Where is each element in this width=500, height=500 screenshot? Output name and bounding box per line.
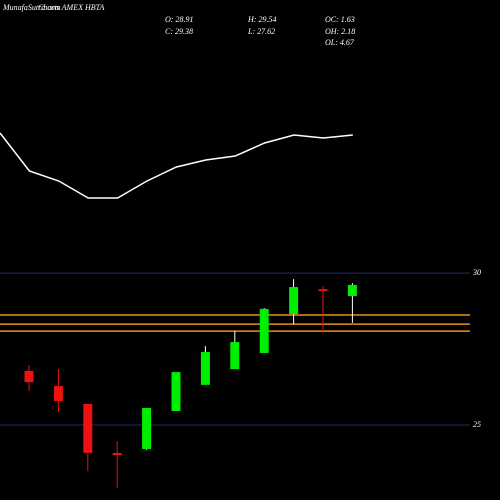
candle-body — [171, 372, 181, 411]
indicator-line — [0, 132, 353, 199]
candle-body — [53, 386, 63, 401]
y-tick-label: 30 — [472, 268, 481, 277]
candle-body — [24, 370, 34, 383]
stat: H: 29.54 — [247, 15, 276, 24]
stat: C: 29.38 — [165, 27, 193, 36]
candle-body — [83, 404, 93, 453]
stat: OH: 2.18 — [325, 27, 355, 36]
stat: L: 27.62 — [247, 27, 275, 36]
y-tick-label: 25 — [473, 420, 481, 429]
candle-body — [289, 287, 299, 315]
candle-body — [200, 352, 210, 385]
stat: OC: 1.63 — [325, 15, 355, 24]
candle-body — [112, 452, 122, 456]
candle-body — [230, 342, 240, 370]
chart-title: Charts AMEX HBTA — [38, 3, 104, 12]
candle-body — [142, 407, 152, 449]
candle-body — [347, 284, 357, 297]
stat: O: 28.91 — [165, 15, 193, 24]
stat: OL: 4.67 — [325, 38, 355, 47]
candle-body — [259, 308, 269, 353]
candle-body — [318, 289, 328, 292]
site-name: MunafaSutra.com — [2, 3, 61, 12]
